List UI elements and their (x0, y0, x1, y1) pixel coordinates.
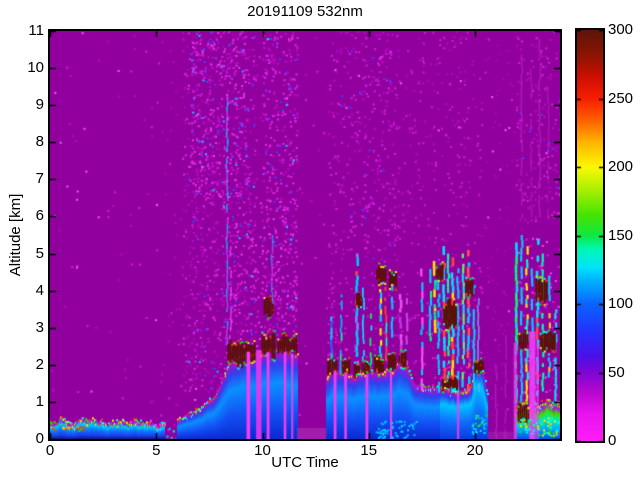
x-tick-label: 20 (466, 442, 484, 459)
colorbar (575, 28, 605, 443)
y-tick-label: 3 (35, 318, 44, 336)
colorbar-tick-label: 250 (608, 89, 634, 107)
heatmap-canvas (50, 31, 560, 439)
y-axis-label: Altitude [km] (7, 193, 24, 277)
plot-title: 20191109 532nm (247, 3, 363, 20)
colorbar-tick-label: 200 (608, 158, 634, 175)
x-axis-label: UTC Time (271, 454, 339, 471)
y-tick-label: 1 (35, 392, 44, 410)
x-tick-label: 0 (45, 442, 55, 459)
y-tick-label: 4 (35, 281, 44, 299)
y-tick-label: 7 (35, 170, 44, 188)
x-tick-label: 10 (254, 442, 271, 459)
y-tick-label: 2 (35, 355, 44, 373)
x-tick-label: 15 (360, 442, 378, 459)
y-tick-label: 6 (35, 207, 44, 225)
y-tick-label: 5 (35, 244, 44, 262)
y-tick-label: 10 (27, 59, 44, 77)
colorbar-canvas (577, 30, 603, 441)
y-tick-label: 11 (28, 22, 44, 39)
x-tick-label: 5 (152, 442, 161, 459)
y-tick-label: 9 (35, 96, 44, 114)
colorbar-tick-label: 300 (608, 21, 634, 38)
y-tick-label: 8 (35, 133, 44, 151)
colorbar-tick-label: 0 (608, 432, 617, 449)
y-tick-label: 0 (35, 430, 44, 447)
colorbar-tick-label: 100 (608, 295, 634, 312)
plot-area (48, 29, 562, 441)
colorbar-tick-label: 50 (608, 363, 625, 381)
colorbar-tick-label: 150 (608, 226, 634, 244)
